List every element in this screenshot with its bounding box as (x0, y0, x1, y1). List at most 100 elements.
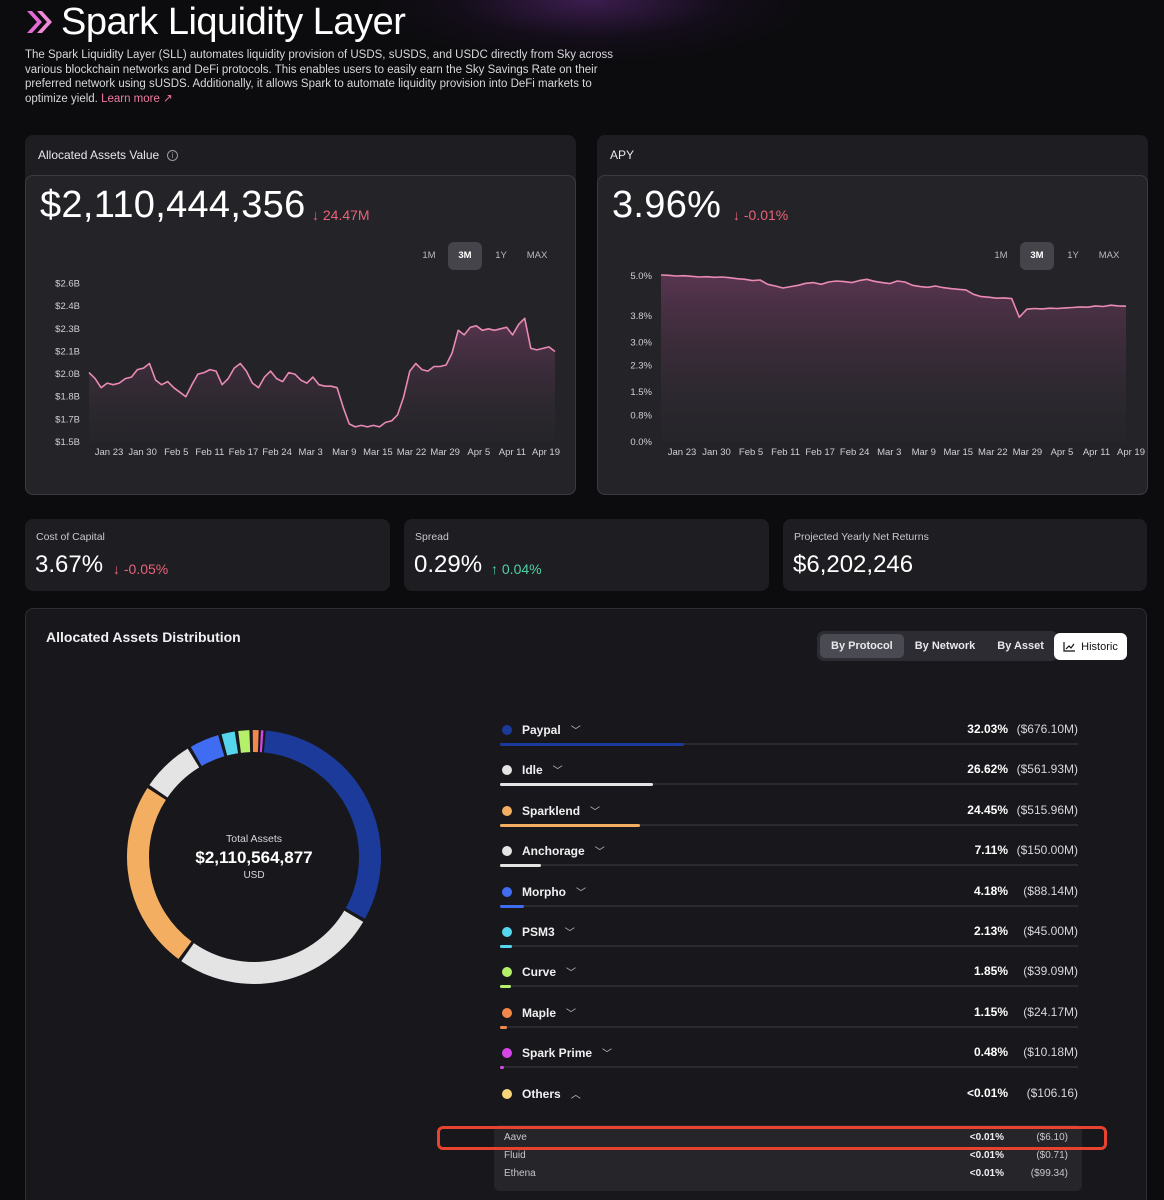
spread-value: 0.29% (414, 551, 483, 578)
x-tick-label: Apr 11 (499, 447, 526, 458)
others-name: Fluid (504, 1150, 526, 1161)
share-track (500, 864, 1078, 868)
cost-of-capital-label: Cost of Capital (36, 531, 105, 543)
x-tick-label: Apr 11 (1083, 447, 1110, 458)
apy-chart-panel: 3.96% ↓ -0.01% 1M 3M 1Y MAX 0.0% 0.8% 1.5%… (597, 175, 1148, 495)
total-assets-unit: USD (243, 870, 265, 881)
info-icon[interactable]: i (167, 149, 179, 161)
allocated-assets-value: $2,110,444,356 (40, 184, 306, 226)
protocol-usd: ($561.93M) (1016, 762, 1078, 777)
x-tick-label: Feb 17 (229, 447, 259, 458)
apy-range-tab-1m[interactable]: 1M (994, 250, 1008, 261)
page-title: Spark Liquidity Layer (61, 1, 406, 43)
protocol-usd: ($39.09M) (1023, 964, 1078, 979)
legend-dot (502, 1088, 512, 1099)
protocol-row-idle[interactable]: Idle ﹀ 26.62% ($561.93M) (500, 749, 1078, 789)
protocol-name: Morpho ﹀ (522, 884, 586, 899)
chevron-down-icon[interactable]: ﹀ (602, 1049, 613, 1061)
protocol-usd: ($150.00M) (1016, 843, 1078, 858)
protocol-row-paypal[interactable]: Paypal ﹀ 32.03% ($676.10M) (500, 709, 1078, 749)
projected-returns-card: Projected Yearly Net Returns $6,202,246 (783, 519, 1147, 591)
x-tick-label: Apr 19 (1117, 447, 1145, 458)
donut-slice-sparklend[interactable] (127, 787, 192, 960)
donut-slice-morpho[interactable] (190, 735, 225, 767)
x-tick-label: Mar 3 (877, 447, 901, 458)
others-row-aave[interactable]: Aave <0.01% ($6.10) (504, 1130, 1072, 1146)
chevron-down-icon[interactable]: ﹀ (564, 927, 575, 939)
legend-dot (502, 926, 512, 937)
chevron-down-icon[interactable]: ﹀ (594, 847, 605, 859)
apy-chart[interactable]: 0.0% 0.8% 1.5% 2.3% 3.0% 3.8% 5.0% Jan 23 Jan 30… (598, 176, 1149, 496)
allocated-assets-title: Allocated Assets Value (38, 148, 160, 162)
x-tick-label: Jan 30 (702, 447, 731, 458)
protocol-percent: 7.11% (974, 843, 1008, 858)
range-tab-3m[interactable]: 3M (448, 242, 482, 270)
protocol-percent: 26.62% (967, 762, 1008, 777)
protocol-row-sparklend[interactable]: Sparklend ﹀ 24.45% ($515.96M) (500, 790, 1078, 830)
tab-by-network[interactable]: By Network (914, 640, 976, 652)
protocol-row-others[interactable]: Others ︿ <0.01% ($106.16) (500, 1073, 1078, 1113)
protocol-usd: ($24.17M) (1023, 1004, 1078, 1019)
y-tick-label: $2.0B (55, 369, 80, 380)
others-row-fluid[interactable]: Fluid <0.01% ($0.71) (504, 1148, 1072, 1164)
protocol-row-spark-prime[interactable]: Spark Prime ﹀ 0.48% ($10.18M) (500, 1032, 1078, 1072)
learn-more-link[interactable]: Learn more ↗ (101, 92, 173, 105)
x-tick-label: Feb 5 (739, 447, 763, 458)
protocol-row-morpho[interactable]: Morpho ﹀ 4.18% ($88.14M) (500, 871, 1078, 911)
apy-value: 3.96% (612, 184, 722, 226)
donut-svg[interactable] (124, 727, 384, 987)
allocated-assets-chart[interactable]: $1.5B $1.7B $1.8B $2.0B $2.1B $2.3B $2.4B $2.6B… (26, 176, 577, 496)
y-tick-label: 3.0% (630, 337, 652, 348)
protocol-row-maple[interactable]: Maple ﹀ 1.15% ($24.17M) (500, 992, 1078, 1032)
x-tick-label: Mar 29 (1013, 447, 1043, 458)
share-track (500, 985, 1078, 989)
y-tick-label: $1.8B (55, 392, 80, 403)
others-row-ethena[interactable]: Ethena <0.01% ($99.34) (504, 1166, 1072, 1182)
distribution-title: Allocated Assets Distribution (46, 629, 241, 645)
cost-of-capital-value: 3.67% (35, 551, 104, 578)
tab-by-protocol[interactable]: By Protocol (820, 634, 904, 658)
y-tick-label: 3.8% (630, 311, 652, 322)
series-line (88, 317, 556, 428)
share-bar (500, 864, 541, 868)
cost-of-capital-card: Cost of Capital 3.67% ↓ -0.05% (25, 519, 390, 591)
protocol-usd: ($676.10M) (1016, 722, 1078, 736)
donut-slice-paypal[interactable] (263, 730, 381, 919)
protocol-name: Curve ﹀ (522, 965, 577, 980)
total-assets-label: Total Assets (225, 833, 283, 845)
chevron-down-icon[interactable]: ﹀ (590, 806, 601, 818)
protocol-list: Paypal ﹀ 32.03% ($676.10M) Idle ﹀ 26.62% ($561.… (500, 709, 1078, 1113)
y-tick-label: $1.5B (55, 437, 80, 448)
description-text: The Spark Liquidity Layer (SLL) automate… (25, 49, 614, 105)
donut-slice-anchorage[interactable] (149, 748, 200, 798)
x-tick-label: Mar 9 (332, 447, 356, 458)
protocol-row-psm3[interactable]: PSM3 ﹀ 2.13% ($45.00M) (500, 911, 1078, 951)
chevron-down-icon[interactable]: ﹀ (566, 968, 577, 980)
historic-button[interactable]: Historic (1054, 633, 1127, 660)
chevron-down-icon[interactable]: ﹀ (566, 1008, 577, 1020)
chevron-down-icon[interactable]: ﹀ (576, 887, 586, 899)
spread-card: Spread 0.29% ↑ 0.04% (404, 519, 769, 591)
chevron-down-icon[interactable]: ﹀ (552, 766, 563, 778)
apy-card: APY 3.96% ↓ -0.01% 1M 3M 1Y MAX 0.0% 0.8%… (597, 135, 1148, 495)
apy-range-tab-max[interactable]: MAX (1098, 250, 1120, 261)
share-track (500, 823, 1078, 827)
distribution-view-tabs: By Protocol By Network By Asset (817, 631, 1058, 661)
apy-range-tab-1y[interactable]: 1Y (1067, 250, 1079, 261)
page-description: The Spark Liquidity Layer (SLL) automate… (25, 48, 615, 106)
legend-dot (502, 1007, 512, 1018)
protocol-row-curve[interactable]: Curve ﹀ 1.85% ($39.09M) (500, 951, 1078, 991)
range-tab-1y[interactable]: 1Y (495, 250, 507, 261)
donut-slice-psm3[interactable] (221, 731, 239, 756)
protocol-row-anchorage[interactable]: Anchorage ﹀ 7.11% ($150.00M) (500, 830, 1078, 870)
tab-by-asset[interactable]: By Asset (997, 640, 1044, 652)
x-tick-label: Apr 5 (467, 447, 490, 458)
distribution-card: Allocated Assets Distribution By Protoco… (25, 608, 1147, 1200)
range-tab-1m[interactable]: 1M (422, 250, 436, 261)
chevron-down-icon[interactable]: ﹀ (570, 726, 581, 737)
donut-slice-curve[interactable] (238, 730, 251, 753)
donut-slice-idle[interactable] (181, 910, 364, 984)
apy-range-tab-3m[interactable]: 3M (1020, 242, 1054, 270)
range-tab-max[interactable]: MAX (526, 250, 548, 261)
chevron-up-icon[interactable]: ︿ (570, 1089, 581, 1101)
